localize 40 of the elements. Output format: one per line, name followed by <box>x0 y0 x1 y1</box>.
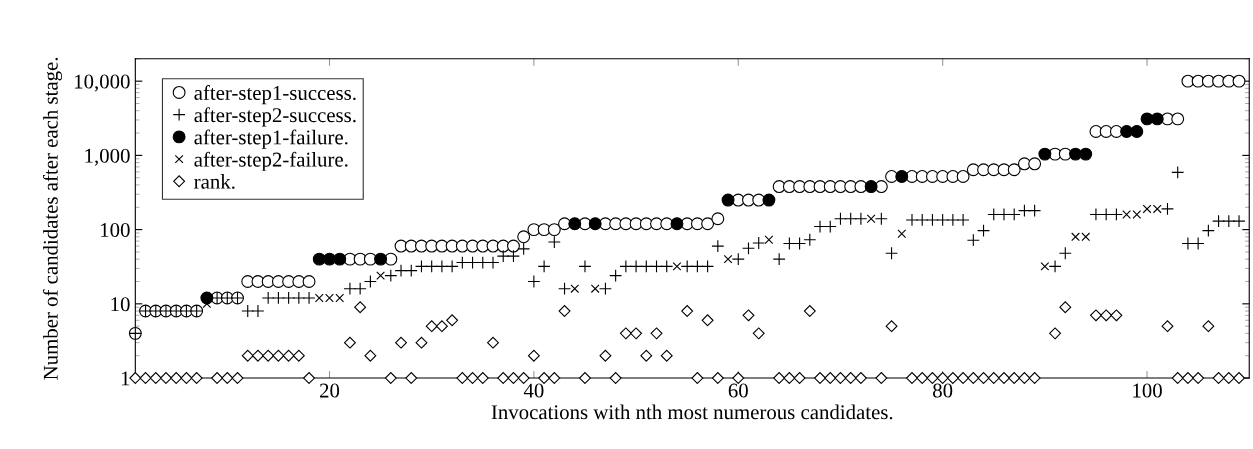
x-tick-label: 40 <box>523 383 544 398</box>
point <box>895 170 909 183</box>
point <box>1069 147 1082 161</box>
legend-label: after-step2-failure. <box>194 151 348 171</box>
point <box>764 235 774 245</box>
point <box>1130 125 1144 138</box>
point <box>1040 261 1050 271</box>
point <box>866 214 876 224</box>
legend-label: after-step1-failure. <box>194 129 348 149</box>
point <box>723 254 733 264</box>
x-tick-label: 100 <box>1133 383 1162 398</box>
x-tick-label: 20 <box>319 383 340 398</box>
y-tick-label: 1,000 <box>85 148 130 166</box>
point <box>374 252 388 266</box>
point <box>670 217 684 231</box>
y-tick-label: 10 <box>111 297 130 312</box>
x-tick-label: 80 <box>933 383 953 398</box>
y-tick-label: 1 <box>121 371 130 386</box>
point <box>1038 147 1052 161</box>
y-axis-title: Number of candidates after each stage. <box>42 57 63 380</box>
legend-label: after-step2-success. <box>194 107 356 127</box>
point <box>590 284 600 294</box>
point <box>333 252 347 266</box>
point <box>376 271 385 280</box>
point <box>897 229 907 239</box>
point <box>1150 112 1164 126</box>
x-axis-title: Invocations with nth most numerous candidates. <box>491 404 893 420</box>
point <box>570 284 580 294</box>
point <box>1079 147 1093 161</box>
point <box>672 261 682 271</box>
point <box>721 193 735 207</box>
y-tick-label: 10,000 <box>75 74 130 92</box>
legend-label: after-step1-success. <box>194 85 356 105</box>
y-tick-label: 100 <box>101 222 130 238</box>
legend-label: rank. <box>194 174 235 189</box>
point <box>762 193 776 207</box>
point <box>568 217 582 231</box>
point <box>588 217 602 231</box>
point <box>864 180 878 194</box>
x-tick-label: 60 <box>728 383 748 398</box>
